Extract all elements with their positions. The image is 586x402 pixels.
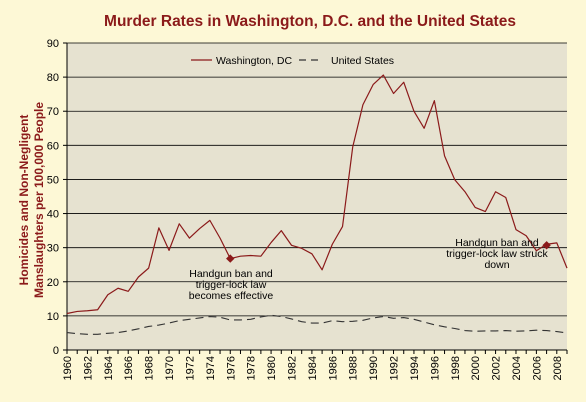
x-tick-label: 1996 <box>429 356 441 380</box>
y-tick-label: 90 <box>47 38 59 50</box>
series-line-washington-dc <box>66 74 568 315</box>
annotation-text: trigger-lock law <box>196 279 267 291</box>
annotation-text: trigger-lock law struck <box>446 248 548 260</box>
x-tick-label: 1968 <box>144 356 156 380</box>
plot-area <box>67 43 567 350</box>
y-tick-label: 40 <box>47 209 59 221</box>
x-tick-label: 1994 <box>409 356 421 380</box>
x-tick-label: 1984 <box>307 356 319 380</box>
x-tick-label: 1972 <box>184 356 196 380</box>
y-tick-label: 30 <box>47 243 59 255</box>
x-tick-label: 1964 <box>103 356 115 380</box>
x-tick-label: 1986 <box>327 356 339 380</box>
annotation-text: becomes effective <box>189 290 274 302</box>
x-tick-label: 1962 <box>82 356 94 380</box>
x-tick-label: 2002 <box>491 356 503 380</box>
annotation-marker <box>542 241 551 250</box>
axes: 0 10 20 30 40 50 60 70 80 90 1960 1962 1964 1966 1968 1… <box>47 38 568 380</box>
annotation-text: Handgun ban and <box>189 268 273 280</box>
y-tick-label: 50 <box>47 174 59 186</box>
x-tick-label: 1998 <box>450 356 462 380</box>
x-tick-label: 1966 <box>123 356 135 380</box>
x-tick-label: 2008 <box>552 356 564 380</box>
y-tick-label: 0 <box>53 345 59 357</box>
y-tick-label: 60 <box>47 140 59 152</box>
y-tick-label: 80 <box>47 72 59 84</box>
y-axis-label-line-2: Manslaughters per 100,000 People <box>32 102 46 298</box>
x-tick-label: 1992 <box>389 356 401 380</box>
legend-label: United States <box>331 55 394 67</box>
x-tick-label: 1990 <box>368 356 380 380</box>
gridlines <box>67 42 567 317</box>
y-tick-label: 20 <box>47 277 59 289</box>
y-tick-label: 10 <box>47 311 59 323</box>
x-tick-label: 1988 <box>348 356 360 380</box>
x-tick-label: 1974 <box>205 356 217 380</box>
x-tick-label: 2000 <box>470 356 482 380</box>
y-axis-label: Homicides and Non-Negligent Manslaughter… <box>17 102 46 298</box>
y-tick-label: 70 <box>47 106 59 118</box>
x-tick-label: 1960 <box>62 356 74 380</box>
annotation-text: Handgun ban and <box>455 237 539 249</box>
x-tick-label: 1978 <box>246 356 258 380</box>
x-tick-label: 1970 <box>164 356 176 380</box>
annotation-text: down <box>484 259 509 271</box>
x-tick-label: 1980 <box>266 356 278 380</box>
y-axis-label-line-1: Homicides and Non-Negligent <box>17 115 31 286</box>
annotation-marker <box>226 254 235 263</box>
x-tick-label: 2004 <box>511 356 523 380</box>
legend: Washington, DC United States <box>191 55 394 67</box>
x-tick-label: 1976 <box>225 356 237 380</box>
series-line-united-states <box>66 314 568 335</box>
chart-title: Murder Rates in Washington, D.C. and the… <box>104 13 516 30</box>
series-layer <box>66 74 568 335</box>
x-tick-label: 1982 <box>286 356 298 380</box>
legend-label: Washington, DC <box>216 55 292 67</box>
x-tick-label: 2006 <box>531 356 543 380</box>
